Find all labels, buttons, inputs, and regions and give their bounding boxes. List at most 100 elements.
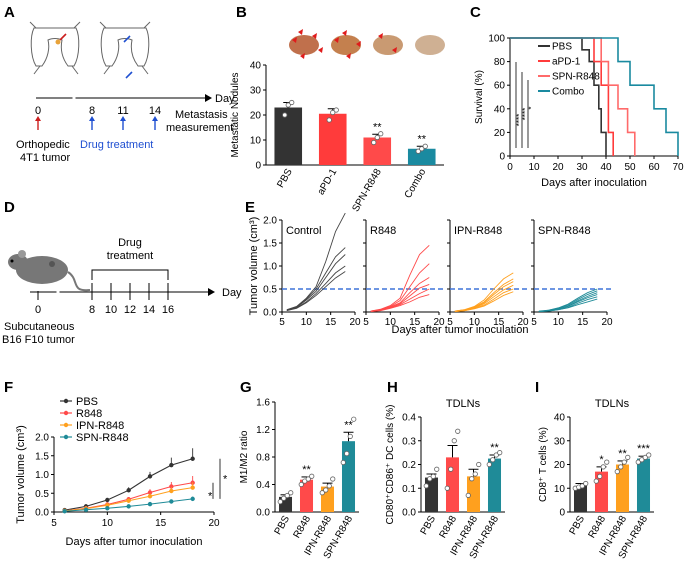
H-data-point	[423, 483, 429, 489]
H-data-point	[448, 466, 454, 472]
B-category-label: PBS	[275, 167, 295, 190]
G-data-point	[323, 487, 329, 493]
I-data-point	[625, 454, 631, 460]
I-title: TDLNs	[595, 398, 630, 410]
H-bar	[466, 476, 481, 512]
E-ytick-label: 1.5	[263, 239, 277, 250]
panel-label-a: A	[4, 4, 15, 21]
C-xtick-label: 10	[528, 162, 540, 173]
panel-label-c: C	[470, 4, 481, 21]
B-ytick-label: 20	[250, 111, 262, 122]
F-data-point	[169, 462, 174, 468]
B-bar	[318, 113, 347, 165]
G-significance: **	[344, 419, 353, 431]
nodule-arrow-icon	[334, 37, 339, 43]
E-xtick-label: 10	[553, 317, 565, 328]
d-day-10: 10	[105, 304, 117, 316]
d-tumor-label-line2: B16 F10 tumor	[2, 334, 75, 346]
C-xtick-label: 30	[576, 162, 588, 173]
H-data-point	[472, 471, 478, 477]
H-ytick-label: 0.3	[402, 436, 416, 447]
H-data-point	[455, 428, 461, 434]
drug-arrowhead-icon-3	[152, 116, 158, 121]
panel-label-f: F	[4, 379, 13, 396]
I-ytick-label: 40	[554, 413, 566, 424]
panel-label-d: D	[4, 199, 15, 216]
I-data-point	[639, 457, 645, 463]
H-data-point	[465, 492, 471, 498]
B-y-axis-label: Metastatic Nodules	[230, 72, 241, 157]
nodule-arrow-icon	[378, 33, 383, 39]
E-tumor-curve	[538, 294, 598, 312]
F-legend-label: PBS	[76, 396, 98, 408]
H-bar	[487, 458, 502, 512]
lung-image-pbs	[289, 35, 319, 55]
E-tumor-curve	[538, 290, 598, 312]
E-xtick-label: 20	[349, 317, 361, 328]
E-ytick-label: 2.0	[263, 216, 277, 227]
C-legend-label: PBS	[552, 42, 572, 53]
H-ytick-label: 0.1	[402, 484, 416, 495]
I-data-point	[604, 459, 610, 465]
F-data-point	[190, 496, 195, 502]
B-data-point	[378, 131, 384, 137]
C-xtick-label: 0	[507, 162, 513, 173]
drug-treatment-label: Drug treatment	[80, 139, 153, 151]
C-xtick-label: 50	[624, 162, 636, 173]
H-data-point	[476, 461, 482, 468]
G-data-point	[351, 416, 357, 422]
B-category-label: SPN-R848	[350, 167, 384, 214]
E-tumor-curve	[454, 281, 514, 312]
F-significance-label: *	[223, 473, 228, 485]
G-data-point	[319, 490, 325, 496]
day-11-label: 11	[117, 105, 128, 117]
C-ytick-label: 100	[488, 34, 505, 45]
F-legend-marker	[63, 410, 69, 416]
B-data-point	[282, 112, 288, 118]
B-ytick-label: 30	[250, 86, 262, 97]
E-xtick-label: 15	[325, 317, 337, 328]
G-data-point	[298, 481, 304, 488]
C-xtick-label: 40	[600, 162, 612, 173]
panel-label-b: B	[236, 4, 247, 21]
chart-c: 0 20 40 60 80 100 0 10 20 30 40 50 60 70 PBS aPD-1 SPN-R…	[474, 34, 684, 190]
H-ytick-label: 0.4	[402, 413, 416, 424]
nodule-arrow-icon	[300, 53, 305, 59]
B-data-point	[326, 117, 332, 123]
B-significance: **	[417, 133, 426, 145]
I-category-label: PBS	[568, 514, 588, 537]
metastasis-label-line1: Metastasis	[175, 109, 228, 121]
mouse-tumor	[49, 261, 55, 267]
I-data-point	[618, 464, 624, 470]
I-data-point	[593, 478, 599, 484]
F-data-point	[169, 488, 174, 494]
G-bar	[341, 441, 356, 512]
I-data-point	[642, 454, 648, 460]
E-xtick-label: 20	[517, 317, 529, 328]
timeline-day-label: Day	[215, 93, 235, 105]
mouse-side-icon	[8, 250, 91, 292]
B-data-point	[374, 134, 380, 141]
F-data-point	[147, 494, 153, 499]
tumor-day-arrowhead-icon	[35, 116, 41, 121]
H-category-label: R848	[438, 514, 460, 541]
B-data-point	[289, 99, 295, 106]
E-y-axis-label: Tumor volume (cm³)	[248, 217, 260, 316]
G-data-point	[344, 450, 350, 457]
mouse-ear	[18, 250, 26, 258]
mouse-sketch-2	[99, 21, 151, 75]
B-ytick-label: 0	[255, 161, 261, 172]
scheme-d: Day Drug treatment 0 8 10 12 14 16 Subcu…	[2, 237, 242, 346]
F-legend-label: SPN-R848	[76, 432, 129, 444]
H-y-axis-label: CD80⁺CD86⁺ DC cells (%)	[385, 404, 396, 524]
mouse-head	[8, 254, 28, 270]
F-data-point	[169, 499, 174, 504]
C-legend-label: aPD-1	[552, 57, 581, 68]
E-subplot-title: SPN-R848	[538, 225, 591, 237]
I-y-axis-label: CD8⁺ T cells (%)	[538, 427, 549, 502]
lung-images	[289, 35, 445, 55]
F-data-point	[126, 498, 131, 503]
E-subplot-title: R848	[370, 225, 396, 237]
B-data-point	[330, 109, 336, 116]
nodule-arrow-icon	[318, 47, 323, 53]
